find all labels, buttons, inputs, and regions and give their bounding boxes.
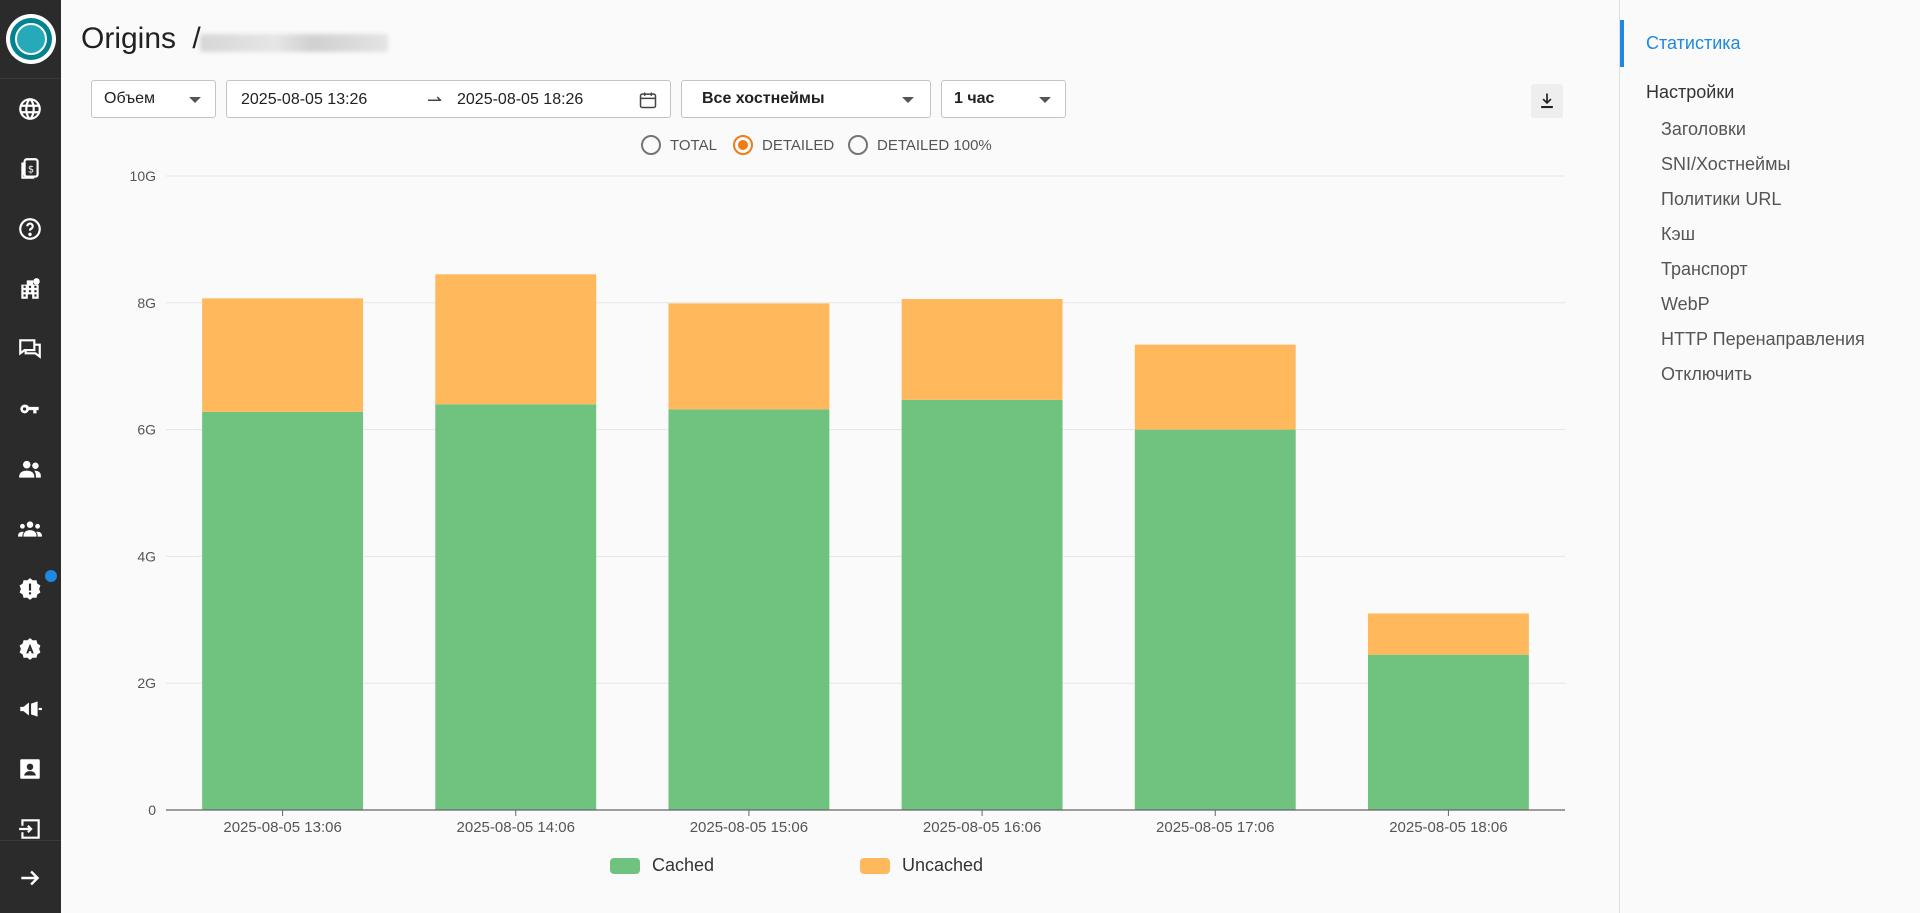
x-tick-label: 2025-08-05 16:06 [923,819,1041,836]
radio-detailed-100[interactable]: DETAILED 100% [848,134,992,156]
x-tick-label: 2025-08-05 15:06 [690,819,808,836]
sidebar-footer [0,840,61,913]
users-icon[interactable] [14,453,46,485]
date-range-picker[interactable]: 2025-08-05 13:26 ⇀ 2025-08-05 18:26 [226,80,671,118]
announcement-icon[interactable] [14,693,46,725]
page-title: Origins / [81,22,201,55]
calendar-icon [639,92,657,109]
right-nav-disable[interactable]: Отключить [1661,364,1752,384]
x-tick-label: 2025-08-05 18:06 [1389,819,1507,836]
right-nav-settings[interactable]: Настройки [1646,82,1735,102]
bar-chart: 0 2G 4G 6G 8G 10G 2025-08-05 13:06 2025-08-05 1… [100,160,1580,880]
date-to[interactable]: 2025-08-05 18:26 [457,91,584,108]
bar-uncached-0[interactable] [202,298,364,412]
right-nav-transport[interactable]: Транспорт [1661,259,1748,279]
chevron-down-icon [1039,97,1051,103]
legend-swatch-cached [610,857,640,874]
radio-circle-icon [641,135,661,155]
logo-globe-icon [10,18,52,60]
active-indicator [1620,20,1624,67]
radio-total[interactable]: TOTAL [641,134,717,156]
y-tick-label: 2G [137,675,156,691]
right-nav: Статистика Настройки Заголовки SNI/Хостн… [1619,0,1920,913]
right-nav-statistics[interactable]: Статистика [1646,33,1741,53]
expand-icon[interactable] [14,862,46,894]
groups-icon[interactable] [14,513,46,545]
bar-uncached-1[interactable] [435,274,597,405]
logo[interactable] [6,14,56,64]
date-from[interactable]: 2025-08-05 13:26 [241,91,368,108]
y-tick-label: 10G [130,168,156,184]
right-nav-webp[interactable]: WebP [1661,294,1710,314]
right-nav-url-policies[interactable]: Политики URL [1661,189,1782,209]
help-icon[interactable] [14,213,46,245]
billing-icon[interactable]: $ [14,153,46,185]
bar-cached-5[interactable] [1367,654,1529,810]
y-tick-label: 6G [137,422,156,438]
legend-cached[interactable]: Cached [610,855,714,876]
right-nav-sni-hostnames[interactable]: SNI/Хостнеймы [1661,154,1791,174]
notification-dot [45,570,57,582]
x-tick-label: 2025-08-05 13:06 [223,819,341,836]
contacts-icon[interactable] [14,753,46,785]
bar-cached-2[interactable] [668,409,830,810]
legend-uncached[interactable]: Uncached [860,855,983,876]
download-icon [1541,93,1553,109]
arrow-right-icon: ⇀ [427,90,443,110]
logout-icon[interactable] [14,813,46,845]
globe-icon[interactable] [14,93,46,125]
bar-cached-4[interactable] [1134,429,1296,810]
interval-select[interactable]: 1 час [941,80,1066,118]
bar-cached-0[interactable] [202,411,364,810]
right-nav-cache[interactable]: Кэш [1661,224,1696,244]
legend-swatch-uncached [860,857,890,874]
metric-select[interactable]: Объем [91,80,216,118]
chevron-down-icon [189,97,201,103]
hostnames-select[interactable]: Все хостнеймы [681,80,931,118]
x-tick-label: 2025-08-05 14:06 [457,819,575,836]
bar-uncached-3[interactable] [901,298,1063,400]
chart-svg: 0 2G 4G 6G 8G 10G 2025-08-05 13:06 2025-08-05 1… [130,168,1565,836]
radio-checked-icon [733,135,753,155]
bar-cached-1[interactable] [435,404,597,810]
chevron-down-icon [902,97,914,103]
right-nav-http-redirects[interactable]: HTTP Перенаправления [1661,329,1865,349]
alert-icon[interactable] [14,573,46,605]
building-icon[interactable] [14,273,46,305]
download-button[interactable] [1531,84,1563,118]
key-icon[interactable] [14,393,46,425]
x-tick-label: 2025-08-05 17:06 [1156,819,1274,836]
chat-icon[interactable] [14,333,46,365]
bar-uncached-4[interactable] [1134,344,1296,430]
bar-cached-3[interactable] [901,399,1063,810]
badge-icon[interactable] [14,633,46,665]
bar-uncached-2[interactable] [668,303,830,410]
svg-text:$: $ [28,164,34,175]
radio-detailed[interactable]: DETAILED [733,134,834,156]
y-tick-label: 4G [137,548,156,564]
left-sidebar: $ [0,0,61,913]
y-tick-label: 0 [148,802,156,818]
right-nav-headers[interactable]: Заголовки [1661,119,1746,139]
redacted-resource-name [200,34,388,52]
bar-uncached-5[interactable] [1367,613,1529,655]
radio-circle-icon [848,135,868,155]
y-tick-label: 8G [137,295,156,311]
